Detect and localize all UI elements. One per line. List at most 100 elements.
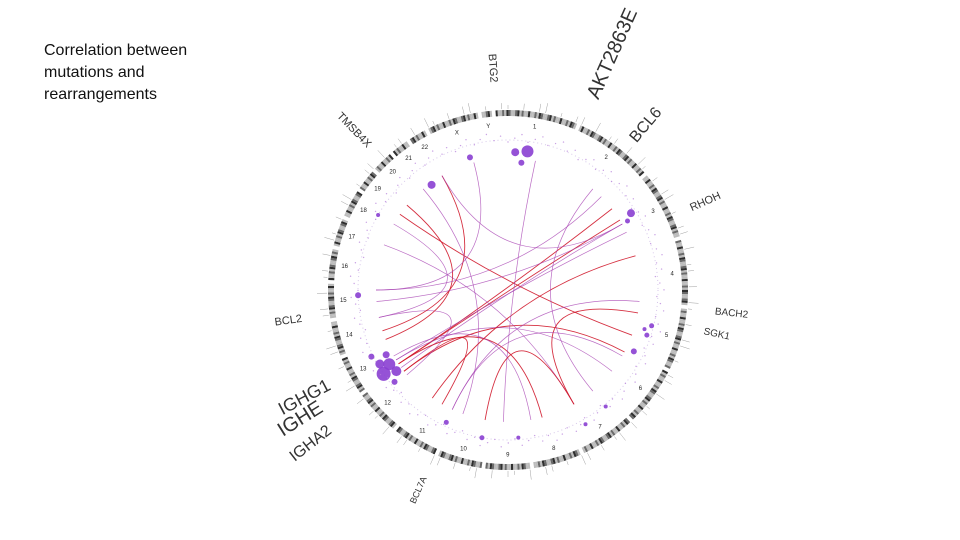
chromosome-band: [338, 226, 346, 231]
chromosome-band: [681, 276, 688, 280]
chromosome-band: [475, 112, 479, 119]
chromosome-band: [504, 110, 507, 117]
gene-tick: [341, 201, 349, 206]
rearrangement-link: [451, 300, 640, 410]
chromosome-band: [657, 198, 665, 204]
chromosome-band: [410, 435, 416, 443]
chromosome-band: [631, 410, 638, 417]
chromosome-band: [485, 111, 489, 118]
chromosome-band: [329, 264, 336, 268]
mutation-dot: [534, 138, 537, 141]
mutation-dot: [654, 234, 656, 236]
chromosome-band: [623, 155, 630, 162]
chromosome-band: [681, 281, 688, 284]
chromosome-band: [605, 433, 611, 440]
chromosome-band: [481, 111, 485, 118]
chromosome-band: [632, 164, 639, 171]
chromosome-band: [489, 110, 493, 117]
chromosome-band: [539, 460, 543, 468]
mutation-dot: [424, 414, 427, 417]
mutation-dot: [642, 327, 647, 332]
chromosome-band: [330, 255, 338, 259]
chromosome-band: [631, 163, 638, 169]
gene-tick: [335, 216, 342, 220]
chromosome-band: [440, 451, 445, 458]
mutation-dot: [400, 401, 402, 403]
mutation-dot: [424, 164, 426, 166]
chromosome-band: [454, 117, 459, 124]
chromosome-band: [328, 298, 335, 302]
chromosome-band: [679, 261, 687, 265]
chromosome-band: [653, 191, 660, 197]
chromosome-band: [558, 117, 563, 125]
chromosome-band: [680, 263, 687, 267]
chromosome-band: [593, 133, 598, 140]
chromosome-band: [386, 155, 393, 162]
chromosome-band: [676, 330, 683, 335]
gene-tick: [324, 237, 335, 241]
gene-tick: [322, 314, 329, 317]
chromosome-band: [619, 421, 626, 428]
chromosome-band: [598, 136, 604, 143]
chromosome-band: [502, 463, 505, 470]
chromosome-band: [446, 120, 451, 127]
gene-tick: [642, 410, 648, 416]
chromosome-band: [341, 219, 349, 224]
gene-label: SGK1: [702, 326, 731, 342]
chromosome-band: [552, 116, 557, 123]
chromosome-band: [514, 110, 518, 117]
chromosome-band: [648, 184, 655, 190]
chromosome-band: [456, 116, 461, 124]
chromosome-band: [332, 248, 339, 253]
rearrangement-link: [393, 333, 532, 421]
chromosome-band: [399, 428, 405, 435]
mutation-dot: [446, 432, 448, 435]
mutation-dots: [349, 133, 665, 448]
gene-tick: [681, 339, 690, 343]
chromosome-band: [504, 463, 507, 470]
chromosome-band: [616, 424, 623, 431]
mutation-dot: [473, 436, 476, 438]
gene-tick: [322, 270, 329, 272]
chromosome-band: [670, 348, 678, 354]
mutation-dot: [593, 159, 595, 161]
gene-tick: [377, 150, 385, 158]
mutation-dot: [659, 282, 661, 284]
chromosome-band: [383, 158, 390, 165]
mutation-dot: [359, 323, 361, 325]
mutation-dot: [466, 154, 473, 161]
chromosome-band: [678, 324, 685, 329]
chromosome-band: [475, 461, 479, 468]
chromosome-band: [404, 141, 411, 148]
chromosome-band: [591, 131, 597, 139]
mutation-dot: [360, 249, 363, 251]
mutation-dot: [644, 215, 647, 217]
chromosome-label: 14: [346, 333, 353, 339]
mutation-dot: [527, 141, 529, 144]
mutation-dot: [350, 296, 352, 299]
rearrangement-link: [378, 310, 452, 376]
chromosome-band: [331, 325, 339, 329]
chromosome-band: [328, 292, 335, 295]
chromosome-band: [510, 463, 514, 470]
chromosome-band: [537, 461, 541, 468]
chromosome-band: [333, 331, 340, 335]
gene-tick: [403, 439, 407, 446]
chromosome-band: [618, 423, 624, 430]
chromosome-band: [328, 300, 335, 304]
mutation-dot: [585, 158, 587, 161]
gene-tick: [614, 138, 619, 144]
mutation-dot: [618, 182, 620, 185]
chromosome-band: [328, 277, 335, 281]
chromosome-label: Y: [486, 124, 490, 130]
chromosome-band: [523, 463, 527, 470]
chromosome-band: [464, 114, 469, 122]
ideogram-ring: [328, 110, 688, 471]
chromosome-band: [521, 463, 524, 470]
chromosome-band: [634, 166, 641, 172]
chromosome-band: [679, 316, 686, 320]
chromosome-band: [362, 182, 369, 189]
gene-tick: [687, 264, 692, 266]
mutation-dot: [654, 315, 657, 318]
chromosome-band: [359, 186, 366, 192]
